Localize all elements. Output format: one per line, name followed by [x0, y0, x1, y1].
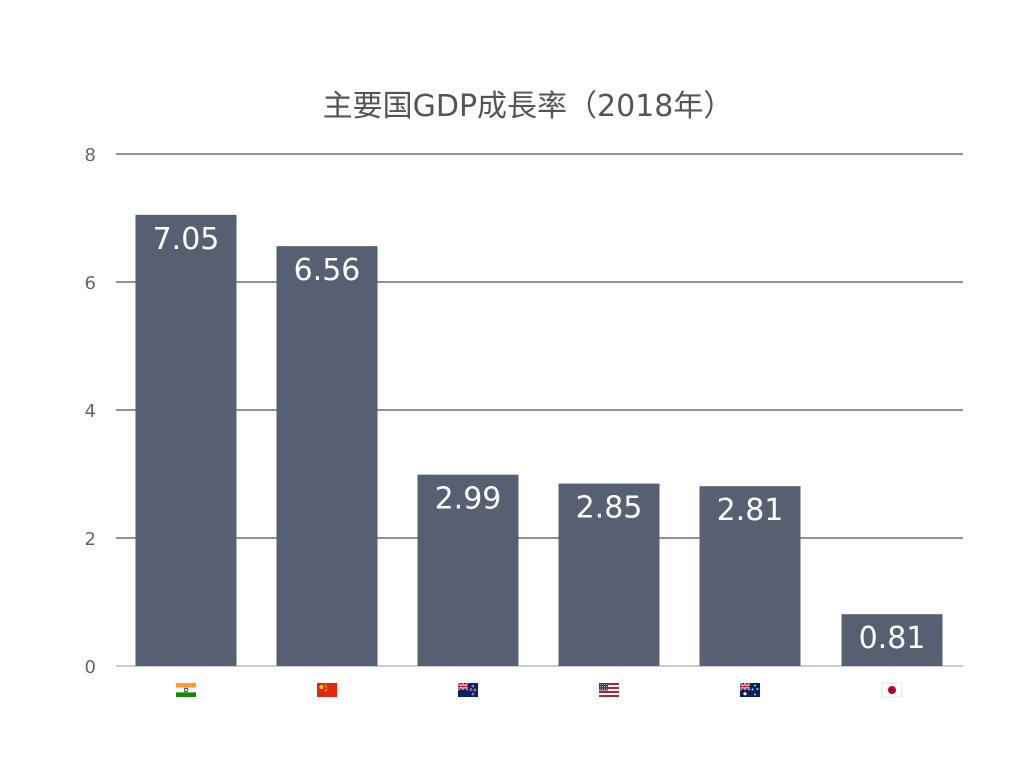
y-tick-label-4: 4 — [85, 401, 96, 422]
bar-value-label: 2.85 — [576, 491, 643, 526]
new-zealand-flag-icon — [457, 682, 478, 697]
india-flag-icon — [176, 683, 196, 697]
x-axis-flags — [176, 682, 903, 698]
china-flag-icon — [317, 683, 337, 697]
bar-japan — [841, 614, 943, 666]
y-tick-label-6: 6 — [85, 273, 96, 294]
bar-value-label: 7.05 — [153, 222, 220, 257]
bar-india — [135, 214, 237, 667]
japan-flag-icon — [881, 682, 903, 698]
bar-china — [276, 246, 378, 666]
bar-value-label: 2.99 — [435, 482, 502, 517]
australia-flag-icon — [739, 682, 760, 697]
y-tick-label-8: 8 — [85, 145, 96, 166]
bar-value-label: 6.56 — [294, 253, 361, 288]
bar-value-labels: 7.05 6.56 2.99 2.85 2.81 0.81 — [153, 222, 926, 656]
grid-layer — [116, 153, 963, 667]
chart-title: 主要国GDP成長率（2018年） — [323, 89, 734, 124]
y-tick-label-2: 2 — [85, 529, 96, 550]
bar-new-zealand — [417, 474, 519, 666]
y-axis-ticks: 0 2 4 6 8 — [85, 145, 96, 678]
y-tick-label-0: 0 — [85, 657, 96, 678]
bar-value-label: 0.81 — [859, 621, 926, 656]
bar-united-states — [558, 483, 660, 666]
united-states-flag-icon — [599, 683, 619, 697]
bar-value-label: 2.81 — [717, 493, 784, 528]
bars — [135, 214, 943, 667]
bar-australia — [699, 486, 801, 666]
